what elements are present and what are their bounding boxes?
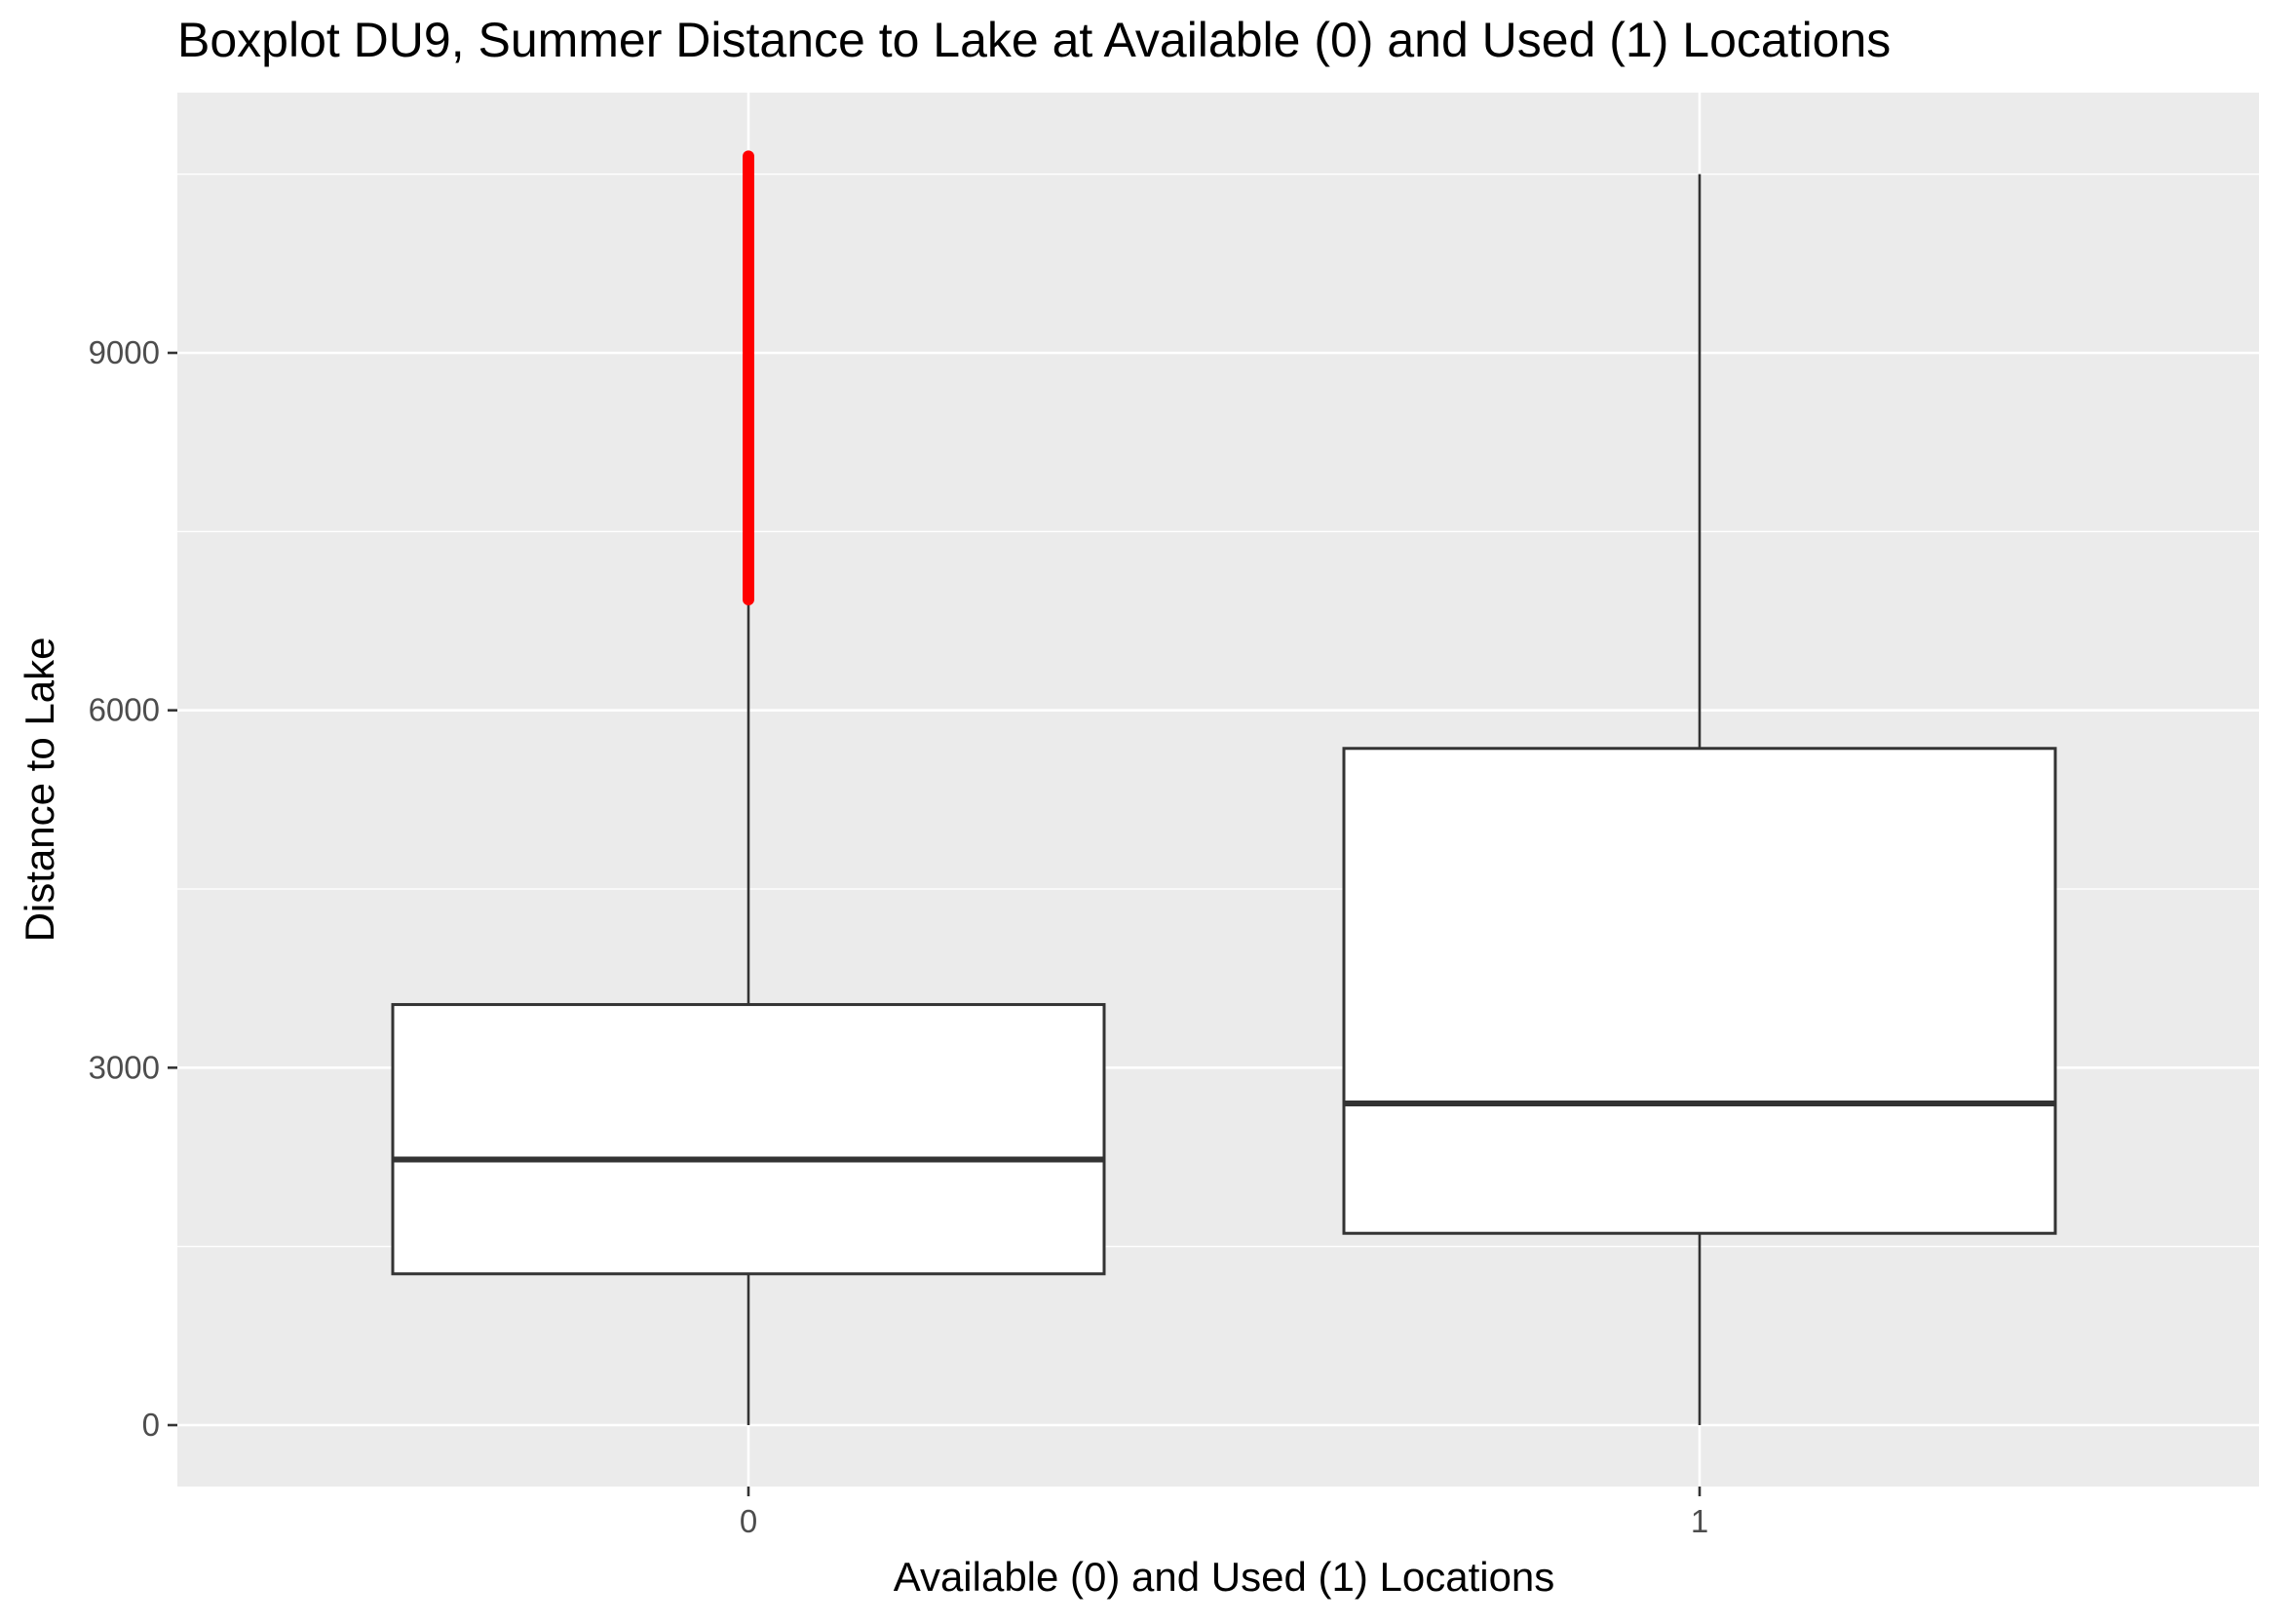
axis-ticks: 0 3000 6000 9000 0 1 [89, 334, 1709, 1539]
y-tick-label: 3000 [89, 1049, 160, 1085]
x-tick-label: 0 [740, 1503, 757, 1539]
box-group-0 [391, 150, 1106, 1425]
box-iqr [1342, 747, 2057, 1235]
chart-title: Boxplot DU9, Summer Distance to Lake at … [177, 13, 1892, 67]
x-axis-title: Available (0) and Used (1) Locations [894, 1554, 1555, 1600]
y-tick-label: 6000 [89, 692, 160, 728]
x-tick-label: 1 [1691, 1503, 1708, 1539]
box-group-1 [1342, 174, 2057, 1425]
box-iqr [391, 1003, 1106, 1276]
boxes [391, 150, 2057, 1425]
y-tick-label: 0 [142, 1407, 160, 1443]
y-tick-label: 9000 [89, 334, 160, 370]
y-axis-title: Distance to Lake [17, 638, 62, 943]
